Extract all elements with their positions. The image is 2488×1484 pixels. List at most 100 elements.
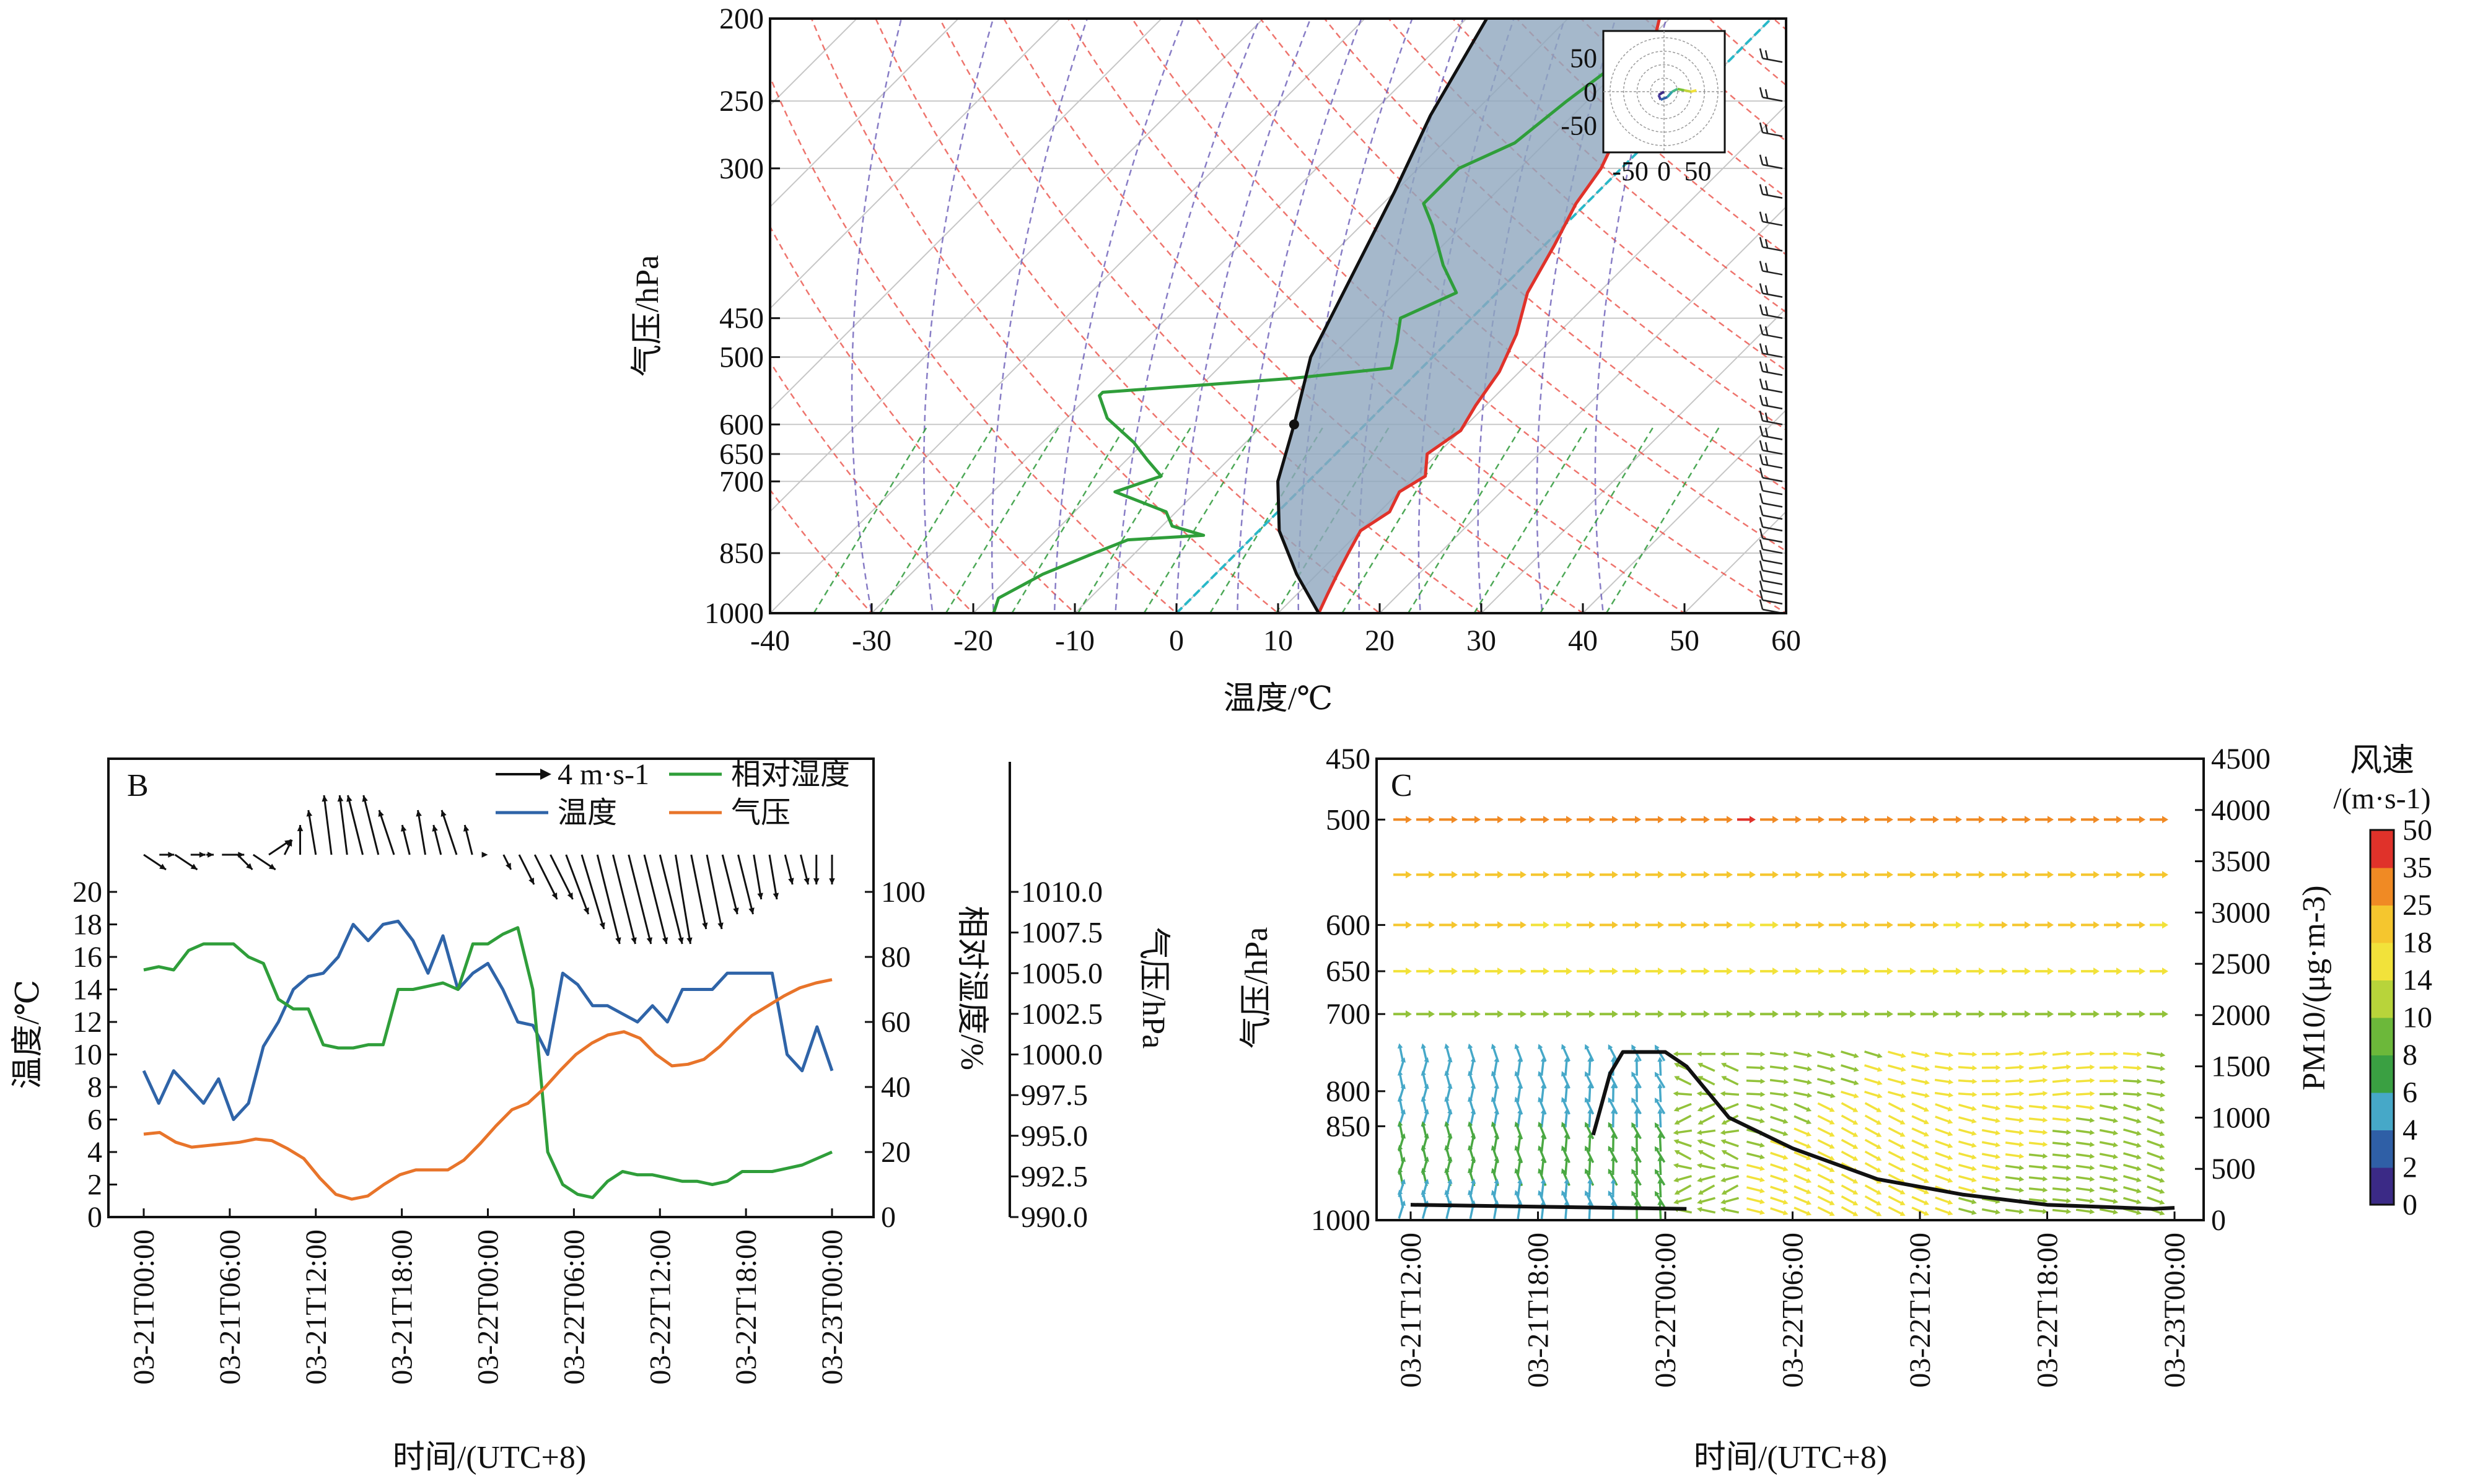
wind-vector-head — [1759, 1188, 1766, 1194]
wind-vector — [1935, 1174, 1951, 1182]
wind-arrow-head — [733, 907, 739, 914]
pressure-tick-label: 995.0 — [1021, 1120, 1088, 1153]
wind-vector-head — [1852, 1200, 1859, 1206]
wind-vector-head — [1631, 1097, 1637, 1103]
wind-vector — [2005, 1208, 2022, 1213]
wind-arrow-head — [599, 922, 605, 929]
wind-vector — [1817, 1162, 1833, 1172]
wind-vector-head — [1406, 1010, 1412, 1018]
legend-label: 4 m·s-1 — [558, 758, 649, 791]
wind-vector — [2005, 1052, 2022, 1056]
wind-vector — [2099, 1141, 2116, 1146]
dry-adiabat-line — [1452, 19, 1786, 313]
wind-vector-head — [1517, 1156, 1523, 1162]
wind-vector-head — [2116, 921, 2122, 929]
wind-vector-head — [2043, 1176, 2048, 1182]
wind-vector — [2099, 1197, 2116, 1203]
wind-vector — [1958, 1092, 1975, 1096]
wind-vector — [1723, 1197, 1739, 1203]
pm10-tick-label: 500 — [2211, 1153, 2256, 1185]
wind-vector-head — [1517, 1057, 1523, 1062]
wind-vector — [1911, 1065, 1928, 1071]
mixing-ratio-line — [878, 424, 996, 613]
wind-vector — [1816, 1091, 1834, 1098]
mixing-ratio-line — [1407, 424, 1523, 613]
wind-vector — [1770, 1174, 1786, 1182]
wind-vector — [1958, 1175, 1975, 1182]
wind-vector-head — [1543, 871, 1549, 879]
wind-vector-head — [2002, 921, 2008, 929]
wind-vector — [1794, 1185, 1810, 1194]
wind-vector — [1958, 1197, 1975, 1203]
wind-vector — [1841, 1114, 1857, 1125]
wind-vector-head — [1514, 1190, 1520, 1196]
isotherm-line — [1378, 206, 1786, 613]
wind-vector — [1398, 1045, 1404, 1062]
wind-vector-head — [1468, 1043, 1473, 1049]
wind-vector — [1864, 1195, 1880, 1205]
wind-vector-head — [1543, 1010, 1549, 1018]
wind-vector-head — [1899, 1211, 1906, 1216]
wind-vector — [1935, 1140, 1951, 1148]
wind-vector-head — [1795, 1010, 1802, 1018]
wind-vector — [2075, 1198, 2093, 1203]
wind-arrow-head — [284, 840, 291, 846]
wind-vector-head — [2043, 1117, 2048, 1123]
wind-vector-head — [1901, 1067, 1906, 1072]
colorbar-tick-label: 6 — [2403, 1076, 2417, 1109]
wind-vector — [1817, 1139, 1833, 1148]
wind-vector-head — [1673, 1062, 1680, 1068]
wind-vector — [1562, 1192, 1570, 1208]
wind-barb-flag — [1759, 410, 1764, 421]
wind-vector-head — [1421, 1145, 1426, 1151]
legend-arrow-head — [540, 769, 551, 780]
wind-vector-head — [1497, 921, 1504, 929]
wind-vector-head — [1674, 1150, 1680, 1155]
wind-vector — [1632, 1171, 1642, 1186]
wind-vector — [2005, 1117, 2022, 1122]
wind-vector-head — [2093, 871, 2100, 879]
wind-vector — [2075, 1208, 2093, 1213]
wind-vector — [1911, 1163, 1927, 1171]
wind-vector-head — [1608, 1122, 1613, 1128]
wind-vector-head — [1948, 1079, 1954, 1085]
wind-vector — [1769, 1065, 1787, 1070]
wind-barb — [1762, 246, 1783, 252]
wind-vector-head — [1561, 1168, 1567, 1174]
wind-vector — [1817, 1184, 1833, 1194]
wind-vector — [2028, 1052, 2046, 1056]
wind-arrow — [721, 854, 738, 915]
hodograph-segment — [1657, 94, 1662, 100]
wind-vector — [1540, 1181, 1545, 1198]
wind-vector-head — [1452, 1010, 1458, 1018]
pressure-tick-label: 992.5 — [1021, 1160, 1088, 1193]
wind-vector-head — [1877, 1053, 1883, 1058]
wind-vector-head — [1468, 1189, 1473, 1195]
wind-vector — [2075, 1079, 2093, 1083]
wind-vector-head — [1397, 1120, 1403, 1127]
wind-vector-head — [1400, 1179, 1406, 1185]
pm10-tick-label: 0 — [2211, 1204, 2226, 1237]
wind-vector — [2005, 1129, 2022, 1134]
wind-vector-head — [1538, 1121, 1543, 1127]
wind-vector-head — [1995, 1142, 2001, 1148]
wind-vector-head — [1924, 1066, 1930, 1072]
colorbar-tick-label: 10 — [2403, 1002, 2432, 1034]
wind-vector-head — [1421, 1096, 1426, 1102]
wind-vector-head — [1497, 871, 1504, 879]
wind-vector-head — [1924, 1132, 1930, 1137]
wind-vector — [1564, 1111, 1568, 1128]
wind-vector — [1841, 1195, 1857, 1205]
wind-barb-flag — [1764, 89, 1769, 98]
wind-vector — [1723, 1140, 1739, 1148]
wind-vector-head — [1421, 1070, 1426, 1076]
wind-vector-head — [1673, 1139, 1680, 1145]
wind-vector — [1517, 1181, 1522, 1198]
wind-vector-head — [1681, 1010, 1687, 1018]
wind-vector-head — [1979, 967, 1985, 976]
wind-vector-head — [1517, 1108, 1523, 1114]
wind-vector-head — [1697, 1076, 1704, 1081]
wind-vector-head — [1400, 1156, 1406, 1163]
wind-vector-head — [1807, 1093, 1813, 1098]
wind-vector-head — [1654, 1072, 1660, 1078]
